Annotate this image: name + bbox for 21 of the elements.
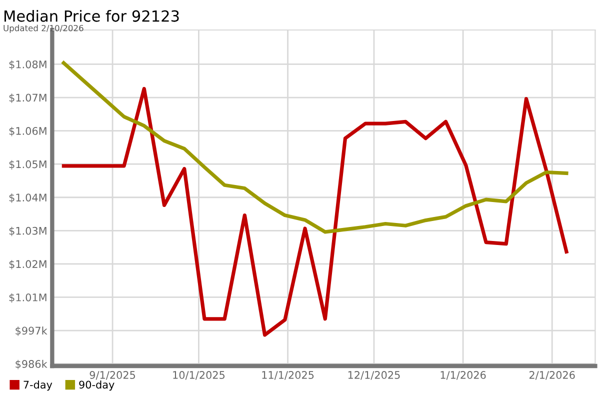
y-tick-label: $1.02M: [9, 260, 46, 270]
x-tick-label: 9/1/2025: [90, 371, 136, 380]
y-tick-label: $1.01M: [9, 293, 46, 303]
line-series: [62, 61, 568, 234]
y-tick-label: $1.06M: [9, 126, 46, 136]
x-tick-label: 1/1/2026: [440, 371, 486, 380]
y-tick-label: $1.05M: [9, 160, 46, 170]
x-tick-label: 2/1/2026: [529, 371, 575, 380]
y-tick-label: $1.04M: [9, 193, 46, 203]
legend-label: 7-day: [24, 380, 52, 391]
x-tick-label: 11/1/2025: [262, 371, 314, 380]
y-tick-label: $986k: [16, 360, 48, 370]
line-series: [62, 86, 568, 337]
y-tick-label: $1.08M: [9, 60, 46, 70]
x-tick-label: 10/1/2025: [173, 371, 225, 380]
y-tick-label: $1.03M: [9, 226, 46, 236]
y-tick-label: $997k: [16, 326, 48, 336]
legend-label: 90-day: [79, 380, 114, 391]
y-tick-label: $1.07M: [9, 94, 46, 104]
chart-title: Median Price for 92123: [4, 10, 179, 22]
x-tick-label: 12/1/2025: [348, 371, 400, 380]
